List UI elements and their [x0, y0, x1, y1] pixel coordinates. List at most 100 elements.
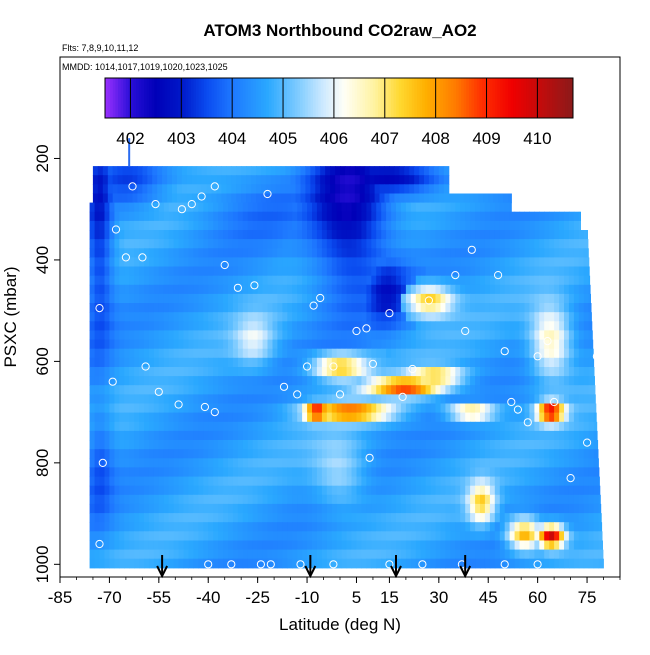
heatmap-cell [122, 184, 129, 194]
heatmap-cell [366, 220, 372, 231]
heatmap-cell [163, 394, 170, 405]
heatmap-cell [494, 503, 501, 514]
heatmap-cell [203, 293, 209, 304]
heatmap-cell [578, 266, 585, 277]
heatmap-cell [450, 430, 456, 441]
heatmap-cell [465, 430, 471, 441]
heatmap-cell [435, 230, 441, 240]
colorbar-segment [287, 78, 291, 118]
heatmap-cell [371, 230, 377, 240]
heatmap-cell [391, 458, 397, 468]
heatmap-cell [252, 220, 259, 231]
heatmap-cell [228, 367, 234, 377]
heatmap-cell [206, 184, 213, 194]
heatmap-cell [242, 239, 249, 249]
heatmap-cell [415, 458, 422, 468]
heatmap-cell [568, 230, 575, 240]
heatmap-cell [588, 321, 593, 331]
colorbar-segment [528, 78, 532, 118]
heatmap-cell [270, 175, 277, 185]
heatmap-cell [208, 485, 214, 496]
heatmap-cell [344, 184, 351, 194]
heatmap-cell [470, 513, 476, 523]
heatmap-cell [148, 275, 155, 286]
heatmap-cell [336, 284, 343, 295]
colorbar-segment [380, 78, 384, 118]
heatmap-cell [366, 494, 372, 505]
heatmap-cell [420, 558, 427, 569]
heatmap-cell [252, 385, 259, 395]
heatmap-cell [573, 284, 580, 295]
heatmap-cell [247, 430, 254, 441]
heatmap-cell [381, 494, 387, 505]
heatmap-cell [198, 284, 204, 295]
heatmap-cell [277, 476, 283, 487]
heatmap-cell [399, 184, 405, 194]
heatmap-cell [104, 440, 110, 450]
heatmap-cell [379, 166, 385, 176]
heatmap-cell [460, 239, 466, 249]
heatmap-cell [539, 558, 545, 569]
heatmap-cell [287, 412, 293, 423]
heatmap-cell [252, 440, 259, 450]
heatmap-cell [425, 293, 432, 304]
heatmap-cell [366, 485, 372, 496]
heatmap-cell [321, 339, 328, 350]
heatmap-cell [494, 376, 501, 386]
heatmap-cell [470, 458, 476, 468]
heatmap-cell [361, 522, 367, 532]
heatmap-cell [144, 476, 150, 487]
heatmap-cell [381, 421, 387, 432]
heatmap-cell [346, 467, 353, 478]
heatmap-cell [381, 376, 387, 386]
heatmap-cell [509, 522, 516, 532]
heatmap-cell [549, 458, 555, 468]
heatmap-cell [445, 248, 451, 258]
heatmap-cell [257, 321, 264, 331]
heatmap-cell [193, 531, 199, 541]
heatmap-cell [134, 494, 140, 505]
heatmap-cell [321, 284, 328, 295]
heatmap-cell [287, 376, 293, 386]
heatmap-cell [331, 513, 338, 523]
heatmap-cell [119, 385, 125, 395]
heatmap-cell [114, 275, 120, 286]
heatmap-cell [366, 549, 372, 560]
heatmap-cell [119, 549, 125, 560]
heatmap-cell [173, 403, 180, 414]
heatmap-cell [440, 239, 446, 249]
heatmap-cell [89, 494, 96, 505]
heatmap-cell [257, 248, 264, 258]
heatmap-cell [410, 293, 417, 304]
heatmap-cell [89, 549, 96, 560]
heatmap-cell [410, 522, 417, 532]
heatmap-cell [354, 193, 361, 204]
heatmap-cell [460, 421, 466, 432]
heatmap-cell [494, 239, 501, 249]
heatmap-cell [445, 303, 451, 313]
heatmap-cell [247, 248, 254, 258]
heatmap-cell [94, 430, 101, 441]
heatmap-cell [499, 220, 506, 231]
heatmap-cell [193, 549, 199, 560]
heatmap-cell [290, 184, 297, 194]
heatmap-cell [359, 184, 366, 194]
heatmap-cell [89, 284, 96, 295]
heatmap-cell [134, 248, 140, 258]
heatmap-cell [223, 202, 229, 213]
heatmap-cell [316, 421, 323, 432]
heatmap-cell [514, 376, 521, 386]
heatmap-cell [583, 476, 590, 487]
heatmap-cell [287, 531, 293, 541]
heatmap-cell [409, 166, 415, 176]
heatmap-cell [598, 467, 600, 478]
heatmap-cell [529, 430, 535, 441]
heatmap-cell [213, 503, 219, 514]
heatmap-cell [573, 367, 580, 377]
heatmap-cell [405, 476, 412, 487]
heatmap-cell [247, 403, 254, 414]
heatmap-cell [139, 293, 145, 304]
heatmap-cell [297, 385, 303, 395]
heatmap-cell [208, 312, 214, 322]
heatmap-cell [188, 211, 194, 222]
